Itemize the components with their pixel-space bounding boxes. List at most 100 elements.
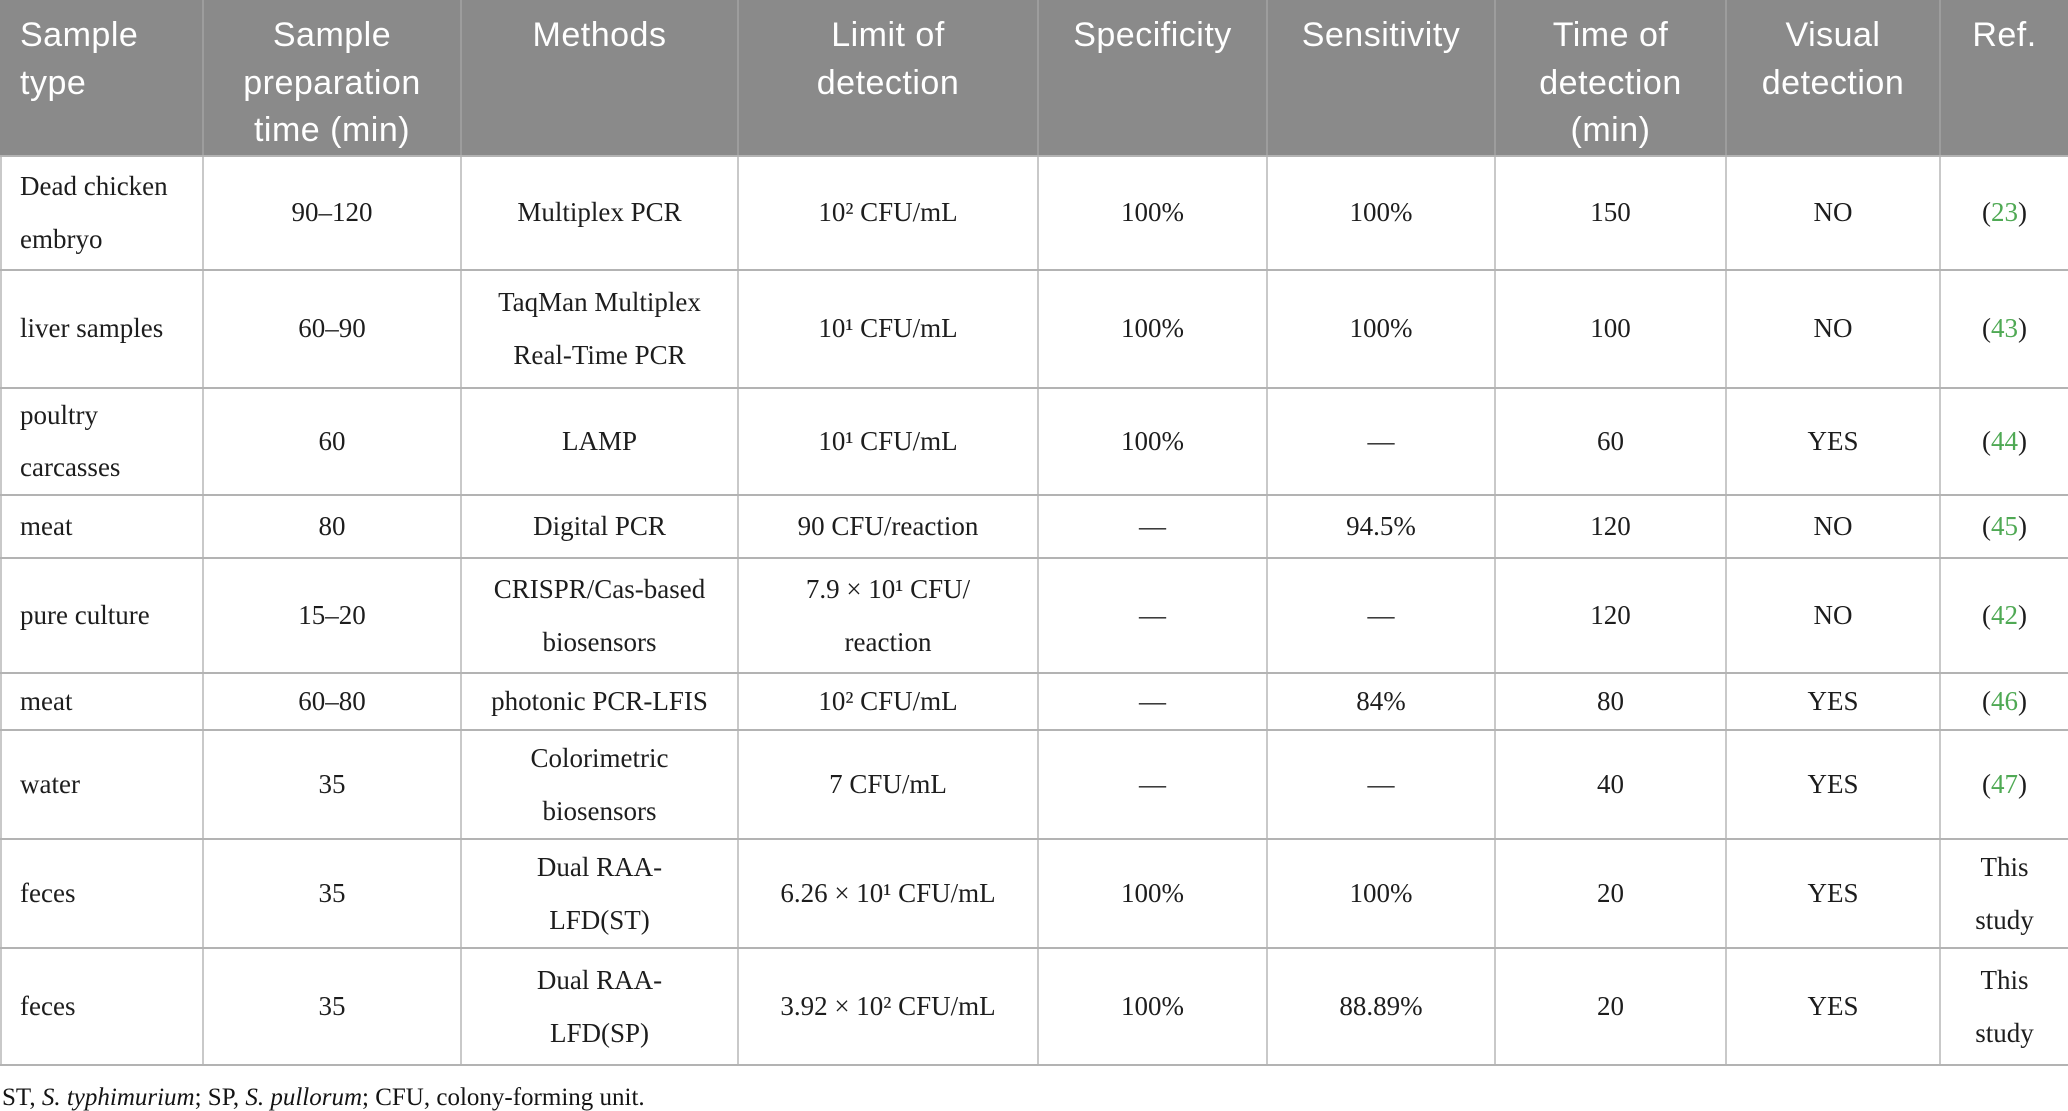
- column-header-methods: Methods: [460, 0, 739, 157]
- cell-prep-time: 60–80: [202, 672, 462, 732]
- cell-sensitivity: 94.5%: [1266, 494, 1496, 560]
- cell-lod: 90 CFU/reaction: [737, 494, 1039, 560]
- ref-citation-link[interactable]: 43: [1991, 313, 2018, 344]
- cell-visual-detection: NO: [1725, 557, 1941, 675]
- cell-ref: This study: [1939, 838, 2068, 950]
- cell-detection-time: 20: [1494, 947, 1727, 1067]
- ref-this-study: This study: [1975, 964, 2034, 1048]
- ref-citation-link[interactable]: 44: [1991, 426, 2018, 457]
- cell-sensitivity: 100%: [1266, 838, 1496, 950]
- ref-citation-link[interactable]: 47: [1991, 769, 2018, 800]
- cell-lod: 7.9 × 10¹ CFU/ reaction: [737, 557, 1039, 675]
- cell-prep-time: 80: [202, 494, 462, 560]
- column-header-specificity: Specificity: [1037, 0, 1268, 157]
- header-row: Sample type Sample preparation time (min…: [0, 0, 2068, 157]
- ref-citation-link[interactable]: 23: [1991, 197, 2018, 228]
- cell-lod: 10¹ CFU/mL: [737, 386, 1039, 497]
- ref-citation-link[interactable]: 42: [1991, 600, 2018, 631]
- cell-visual-detection: NO: [1725, 154, 1941, 271]
- cell-sensitivity: 100%: [1266, 268, 1496, 389]
- column-header-detection-time: Time of detection (min): [1494, 0, 1727, 157]
- column-header-ref: Ref.: [1939, 0, 2068, 157]
- ref-paren-open: (: [1982, 511, 1991, 542]
- cell-prep-time: 15–20: [202, 557, 462, 675]
- cell-sensitivity: 84%: [1266, 672, 1496, 732]
- cell-visual-detection: YES: [1725, 947, 1941, 1067]
- cell-method: LAMP: [460, 386, 739, 497]
- cell-ref: (44): [1939, 386, 2068, 497]
- footnote-text: ST,: [2, 1084, 42, 1111]
- ref-citation-link[interactable]: 45: [1991, 511, 2018, 542]
- cell-detection-time: 40: [1494, 729, 1727, 841]
- column-header-sample-type: Sample type: [0, 0, 204, 157]
- cell-detection-time: 80: [1494, 672, 1727, 732]
- cell-method: CRISPR/Cas-based biosensors: [460, 557, 739, 675]
- cell-sample-type: water: [0, 729, 204, 841]
- table-row: pure culture 15–20 CRISPR/Cas-based bios…: [0, 557, 2068, 675]
- table-row: Dead chicken embryo 90–120 Multiplex PCR…: [0, 154, 2068, 271]
- cell-ref: (45): [1939, 494, 2068, 560]
- cell-specificity: 100%: [1037, 268, 1268, 389]
- cell-sensitivity: —: [1266, 729, 1496, 841]
- ref-paren-open: (: [1982, 197, 1991, 228]
- cell-sensitivity: —: [1266, 557, 1496, 675]
- cell-prep-time: 35: [202, 947, 462, 1067]
- table-footnote: ST, S. typhimurium; SP, S. pullorum; CFU…: [2, 1082, 2068, 1111]
- cell-method: TaqMan Multiplex Real-Time PCR: [460, 268, 739, 389]
- column-header-sensitivity: Sensitivity: [1266, 0, 1496, 157]
- cell-visual-detection: YES: [1725, 729, 1941, 841]
- cell-method: Dual RAA- LFD(SP): [460, 947, 739, 1067]
- cell-lod: 6.26 × 10¹ CFU/mL: [737, 838, 1039, 950]
- cell-visual-detection: YES: [1725, 838, 1941, 950]
- cell-lod: 7 CFU/mL: [737, 729, 1039, 841]
- cell-method: photonic PCR-LFIS: [460, 672, 739, 732]
- cell-prep-time: 35: [202, 729, 462, 841]
- cell-sample-type: meat: [0, 672, 204, 732]
- cell-lod: 10² CFU/mL: [737, 672, 1039, 732]
- cell-visual-detection: YES: [1725, 386, 1941, 497]
- ref-paren-close: ): [2018, 313, 2027, 344]
- ref-paren-close: ): [2018, 197, 2027, 228]
- cell-detection-time: 100: [1494, 268, 1727, 389]
- cell-ref: (43): [1939, 268, 2068, 389]
- footnote-species-pullorum: S. pullorum: [245, 1084, 363, 1111]
- table-row: water 35 Colorimetric biosensors 7 CFU/m…: [0, 729, 2068, 841]
- cell-specificity: —: [1037, 729, 1268, 841]
- ref-paren-open: (: [1982, 600, 1991, 631]
- table-row: feces 35 Dual RAA- LFD(SP) 3.92 × 10² CF…: [0, 947, 2068, 1067]
- cell-method: Multiplex PCR: [460, 154, 739, 271]
- cell-method: Colorimetric biosensors: [460, 729, 739, 841]
- cell-detection-time: 150: [1494, 154, 1727, 271]
- ref-citation-link[interactable]: 46: [1991, 686, 2018, 717]
- cell-sample-type: liver samples: [0, 268, 204, 389]
- cell-lod: 10¹ CFU/mL: [737, 268, 1039, 389]
- cell-prep-time: 90–120: [202, 154, 462, 271]
- column-header-visual-detection: Visual detection: [1725, 0, 1941, 157]
- cell-ref: (23): [1939, 154, 2068, 271]
- ref-paren-open: (: [1982, 426, 1991, 457]
- cell-specificity: —: [1037, 672, 1268, 732]
- footnote-species-typhimurium: S. typhimurium: [41, 1084, 195, 1111]
- ref-paren-close: ): [2018, 686, 2027, 717]
- cell-sample-type: feces: [0, 838, 204, 950]
- cell-ref: (47): [1939, 729, 2068, 841]
- column-header-prep-time: Sample preparation time (min): [202, 0, 462, 157]
- cell-specificity: 100%: [1037, 947, 1268, 1067]
- ref-paren-close: ): [2018, 769, 2027, 800]
- cell-sample-type: pure culture: [0, 557, 204, 675]
- cell-lod: 3.92 × 10² CFU/mL: [737, 947, 1039, 1067]
- cell-specificity: 100%: [1037, 386, 1268, 497]
- cell-visual-detection: NO: [1725, 494, 1941, 560]
- cell-specificity: 100%: [1037, 154, 1268, 271]
- ref-paren-close: ): [2018, 600, 2027, 631]
- cell-sensitivity: 88.89%: [1266, 947, 1496, 1067]
- cell-method: Dual RAA- LFD(ST): [460, 838, 739, 950]
- ref-paren-open: (: [1982, 769, 1991, 800]
- footnote-text: ; SP,: [194, 1084, 246, 1111]
- cell-sample-type: feces: [0, 947, 204, 1067]
- cell-specificity: 100%: [1037, 838, 1268, 950]
- table-row: liver samples 60–90 TaqMan Multiplex Rea…: [0, 268, 2068, 389]
- cell-detection-time: 60: [1494, 386, 1727, 497]
- cell-ref: (46): [1939, 672, 2068, 732]
